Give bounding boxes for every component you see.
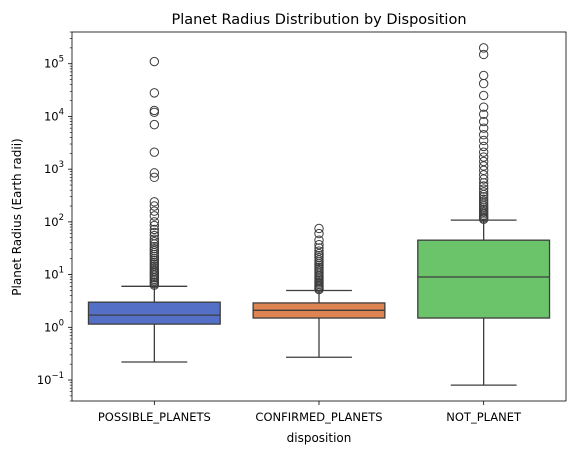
outlier-point	[149, 234, 160, 244]
outlier-point	[149, 206, 160, 216]
y-tick-label: 101	[44, 266, 64, 282]
outlier-point	[149, 105, 160, 116]
outlier-point	[478, 196, 489, 207]
outlier-point	[149, 168, 160, 178]
outlier-point	[149, 230, 160, 241]
outlier-point	[149, 119, 160, 130]
outlier-point	[478, 194, 489, 204]
outlier-point	[314, 235, 324, 245]
outlier-point	[478, 161, 489, 171]
y-tick-label: 10−1	[37, 371, 64, 387]
y-tick-label: 103	[44, 160, 64, 176]
outlier-point	[478, 141, 489, 152]
box-group	[87, 56, 221, 363]
outlier-point	[149, 224, 160, 235]
box-group	[417, 43, 551, 386]
x-tick-label: POSSIBLE_PLANETS	[98, 410, 211, 424]
y-axis: 10−1 100 101 102 103 104 105	[37, 31, 72, 402]
outlier-point	[478, 90, 489, 101]
outlier-point	[149, 211, 160, 221]
outlier-point	[149, 243, 160, 254]
outlier-point	[478, 130, 489, 140]
y-tick-label: 102	[44, 213, 64, 229]
y-tick-label: 104	[44, 107, 64, 123]
iqr-box	[87, 301, 221, 325]
y-tick-label: 100	[44, 318, 64, 334]
outlier-point	[478, 102, 489, 112]
iqr-box	[417, 239, 551, 319]
outlier-point	[478, 152, 489, 162]
outlier-point	[314, 248, 324, 259]
x-axis-label: disposition	[287, 431, 352, 445]
outlier-point	[314, 223, 324, 234]
outlier-point	[478, 181, 489, 191]
outlier-point	[478, 187, 489, 197]
outlier-point	[314, 243, 324, 253]
outlier-point	[149, 147, 160, 157]
outlier-point	[149, 217, 160, 227]
outlier-point	[478, 43, 489, 53]
outlier-point	[478, 116, 489, 127]
outlier-point	[149, 241, 160, 252]
outlier-point	[149, 237, 160, 247]
outlier-point	[478, 135, 489, 146]
y-tick-label: 105	[44, 55, 64, 71]
outlier-point	[478, 147, 489, 157]
outlier-point	[314, 246, 324, 256]
outlier-point	[314, 239, 324, 250]
outlier-point	[149, 227, 160, 238]
outlier-point	[478, 109, 489, 119]
chart-title: Planet Radius Distribution by Dispositio…	[171, 12, 466, 28]
outlier-point	[314, 228, 324, 239]
outlier-point	[478, 192, 489, 202]
outlier-point	[478, 70, 489, 81]
outlier-point	[478, 78, 489, 89]
x-tick-label: NOT_PLANET	[446, 410, 522, 424]
outlier-point	[149, 88, 160, 98]
outlier-point	[149, 220, 160, 231]
box-group	[252, 223, 386, 358]
outlier-point	[149, 197, 160, 207]
outlier-point	[149, 201, 160, 211]
outlier-point	[149, 107, 160, 117]
x-axis: POSSIBLE_PLANETS CONFIRMED_PLANETS NOT_PLA…	[98, 401, 522, 424]
y-axis-label: Planet Radius (Earth radii)	[10, 138, 24, 295]
x-tick-label: CONFIRMED_PLANETS	[255, 410, 382, 424]
outlier-point	[478, 49, 489, 60]
outlier-point	[478, 184, 489, 194]
outlier-point	[149, 56, 160, 67]
outlier-point	[478, 156, 489, 167]
plot-area	[87, 43, 551, 386]
outlier-point	[149, 172, 160, 183]
outlier-point	[478, 123, 489, 133]
